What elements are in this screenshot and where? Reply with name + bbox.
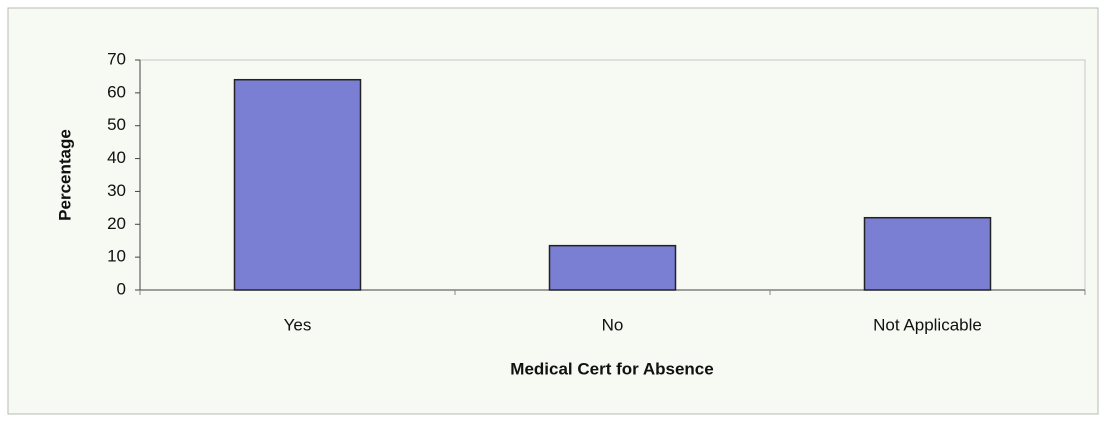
y-tick-label: 60 [107,82,126,101]
y-axis-title: Percentage [55,129,74,221]
bar [863,216,992,291]
y-tick-label: 40 [107,148,126,167]
x-tick-label: No [602,315,624,334]
x-tick-label: Yes [284,315,312,334]
y-tick-label: 10 [107,247,126,266]
chart-frame [7,7,1099,415]
y-tick-label: 50 [107,115,126,134]
y-tick-label: 70 [107,49,126,68]
y-tick-label: 0 [117,279,126,298]
y-tick-label: 20 [107,214,126,233]
bar [233,78,362,291]
y-tick-label: 30 [107,181,126,200]
x-axis-title: Medical Cert for Absence [510,359,713,378]
x-tick-label: Not Applicable [873,315,982,334]
bar [548,244,677,291]
